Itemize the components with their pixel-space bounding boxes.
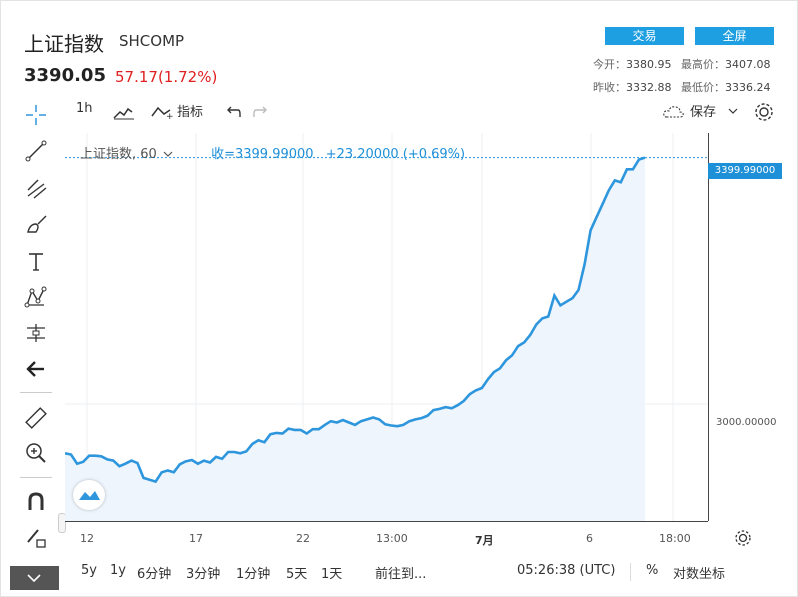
- pencil-lock-icon: [27, 529, 46, 548]
- y-tick-label: 3000.00000: [716, 417, 777, 428]
- lock-draw-tool[interactable]: [16, 523, 56, 553]
- clock-display[interactable]: 05:26:38 (UTC): [517, 563, 616, 578]
- stat-low: 最低价：3336.24: [681, 81, 771, 94]
- pitchfork-icon: [27, 179, 47, 199]
- stat-open: 今开：3380.95: [593, 58, 672, 71]
- fib-tool[interactable]: [16, 173, 56, 203]
- price-axis[interactable]: [708, 133, 798, 521]
- magnet-tool[interactable]: [16, 487, 56, 517]
- undo-icon[interactable]: [224, 104, 242, 120]
- chevron-down-icon[interactable]: [163, 150, 173, 158]
- arrow-left-icon: [26, 361, 44, 377]
- toolbar-resize-handle[interactable]: [58, 513, 66, 533]
- save-button[interactable]: 保存: [690, 105, 717, 120]
- measure-icon: [27, 324, 45, 342]
- zoom-in-icon: [26, 443, 46, 463]
- price-change: 57.17(1.72%): [115, 68, 218, 86]
- price-chart[interactable]: [65, 133, 708, 521]
- ruler-tool[interactable]: [16, 403, 56, 433]
- divider: [630, 563, 631, 581]
- crosshair-icon: [26, 105, 46, 125]
- interval-selector[interactable]: 1h: [76, 101, 93, 116]
- fullscreen-button[interactable]: 全屏: [695, 27, 774, 45]
- crosshair-tool[interactable]: [16, 100, 56, 130]
- series-legend: 上证指数, 60 收=3399.99000 +23.20000 (+0.69%): [80, 143, 465, 162]
- stat-high: 最高价：3407.08: [681, 58, 771, 71]
- chevron-down-icon: [27, 574, 41, 583]
- zoom-tool[interactable]: [16, 438, 56, 468]
- log-scale-toggle[interactable]: 对数坐标: [673, 567, 726, 582]
- gear-icon[interactable]: [734, 529, 752, 547]
- price-area-fill: [65, 157, 645, 521]
- cloud-chart-icon: [79, 491, 100, 500]
- chevron-down-icon[interactable]: [728, 107, 738, 115]
- x-tick-label: 7月: [475, 534, 494, 547]
- x-tick-label: 18:00: [659, 532, 691, 545]
- percent-toggle[interactable]: %: [646, 563, 659, 578]
- back-tool[interactable]: [16, 354, 56, 384]
- trendline-tool[interactable]: [16, 136, 56, 166]
- chart-style-icon[interactable]: [112, 104, 136, 120]
- trendline-icon: [25, 140, 47, 162]
- current-price: 3390.05: [24, 65, 106, 86]
- range-6min[interactable]: 6分钟: [137, 567, 172, 582]
- x-tick-label: 6: [586, 532, 593, 545]
- toolbar-divider: [20, 392, 52, 393]
- range-1d[interactable]: 1天: [321, 567, 343, 582]
- indicators-button[interactable]: 指标: [177, 105, 204, 120]
- text-icon: [29, 253, 43, 271]
- range-5d[interactable]: 5天: [286, 567, 308, 582]
- x-tick-label: 22: [296, 532, 310, 545]
- bottom-toolbar: 5y 1y 6分钟 3分钟 1分钟 5天 1天 前往到... 05:26:38 …: [65, 558, 798, 586]
- trade-button[interactable]: 交易: [605, 27, 684, 45]
- price-line: [65, 156, 646, 484]
- pattern-icon: [24, 286, 47, 308]
- indicators-icon[interactable]: +: [150, 104, 174, 120]
- magnet-icon: [28, 492, 44, 510]
- x-tick-label: 17: [189, 532, 203, 545]
- brush-tool[interactable]: [16, 209, 56, 239]
- redo-icon[interactable]: [252, 104, 270, 120]
- range-5y[interactable]: 5y: [81, 563, 97, 578]
- pattern-tool[interactable]: [16, 282, 56, 312]
- time-axis[interactable]: 12 17 22 13:00 7月 6 18:00: [65, 521, 708, 552]
- measure-tool[interactable]: [16, 318, 56, 348]
- range-1y[interactable]: 1y: [110, 563, 126, 578]
- legend-close: 收=3399.99000: [211, 147, 314, 162]
- legend-symbol[interactable]: 上证指数, 60: [80, 147, 157, 162]
- last-price-tag: 3399.99000: [708, 163, 782, 179]
- text-tool[interactable]: [16, 246, 56, 276]
- index-title: 上证指数: [24, 32, 104, 56]
- tradingview-logo[interactable]: [73, 480, 105, 510]
- ruler-icon: [25, 407, 47, 429]
- collapse-toolbar-button[interactable]: [10, 566, 59, 590]
- toolbar-divider: [20, 477, 52, 478]
- cloud-icon[interactable]: [662, 104, 686, 120]
- range-1min[interactable]: 1分钟: [236, 567, 271, 582]
- goto-date-button[interactable]: 前往到...: [375, 567, 427, 582]
- x-tick-label: 13:00: [376, 532, 408, 545]
- svg-text:+: +: [166, 112, 174, 120]
- x-tick-label: 12: [80, 532, 94, 545]
- brush-icon: [27, 215, 47, 233]
- range-3min[interactable]: 3分钟: [186, 567, 221, 582]
- legend-change: +23.20000 (+0.69%): [325, 147, 466, 162]
- stat-prev-close: 昨收：3332.88: [593, 81, 672, 94]
- gear-icon[interactable]: [753, 101, 775, 123]
- ticker-symbol: SHCOMP: [119, 32, 185, 50]
